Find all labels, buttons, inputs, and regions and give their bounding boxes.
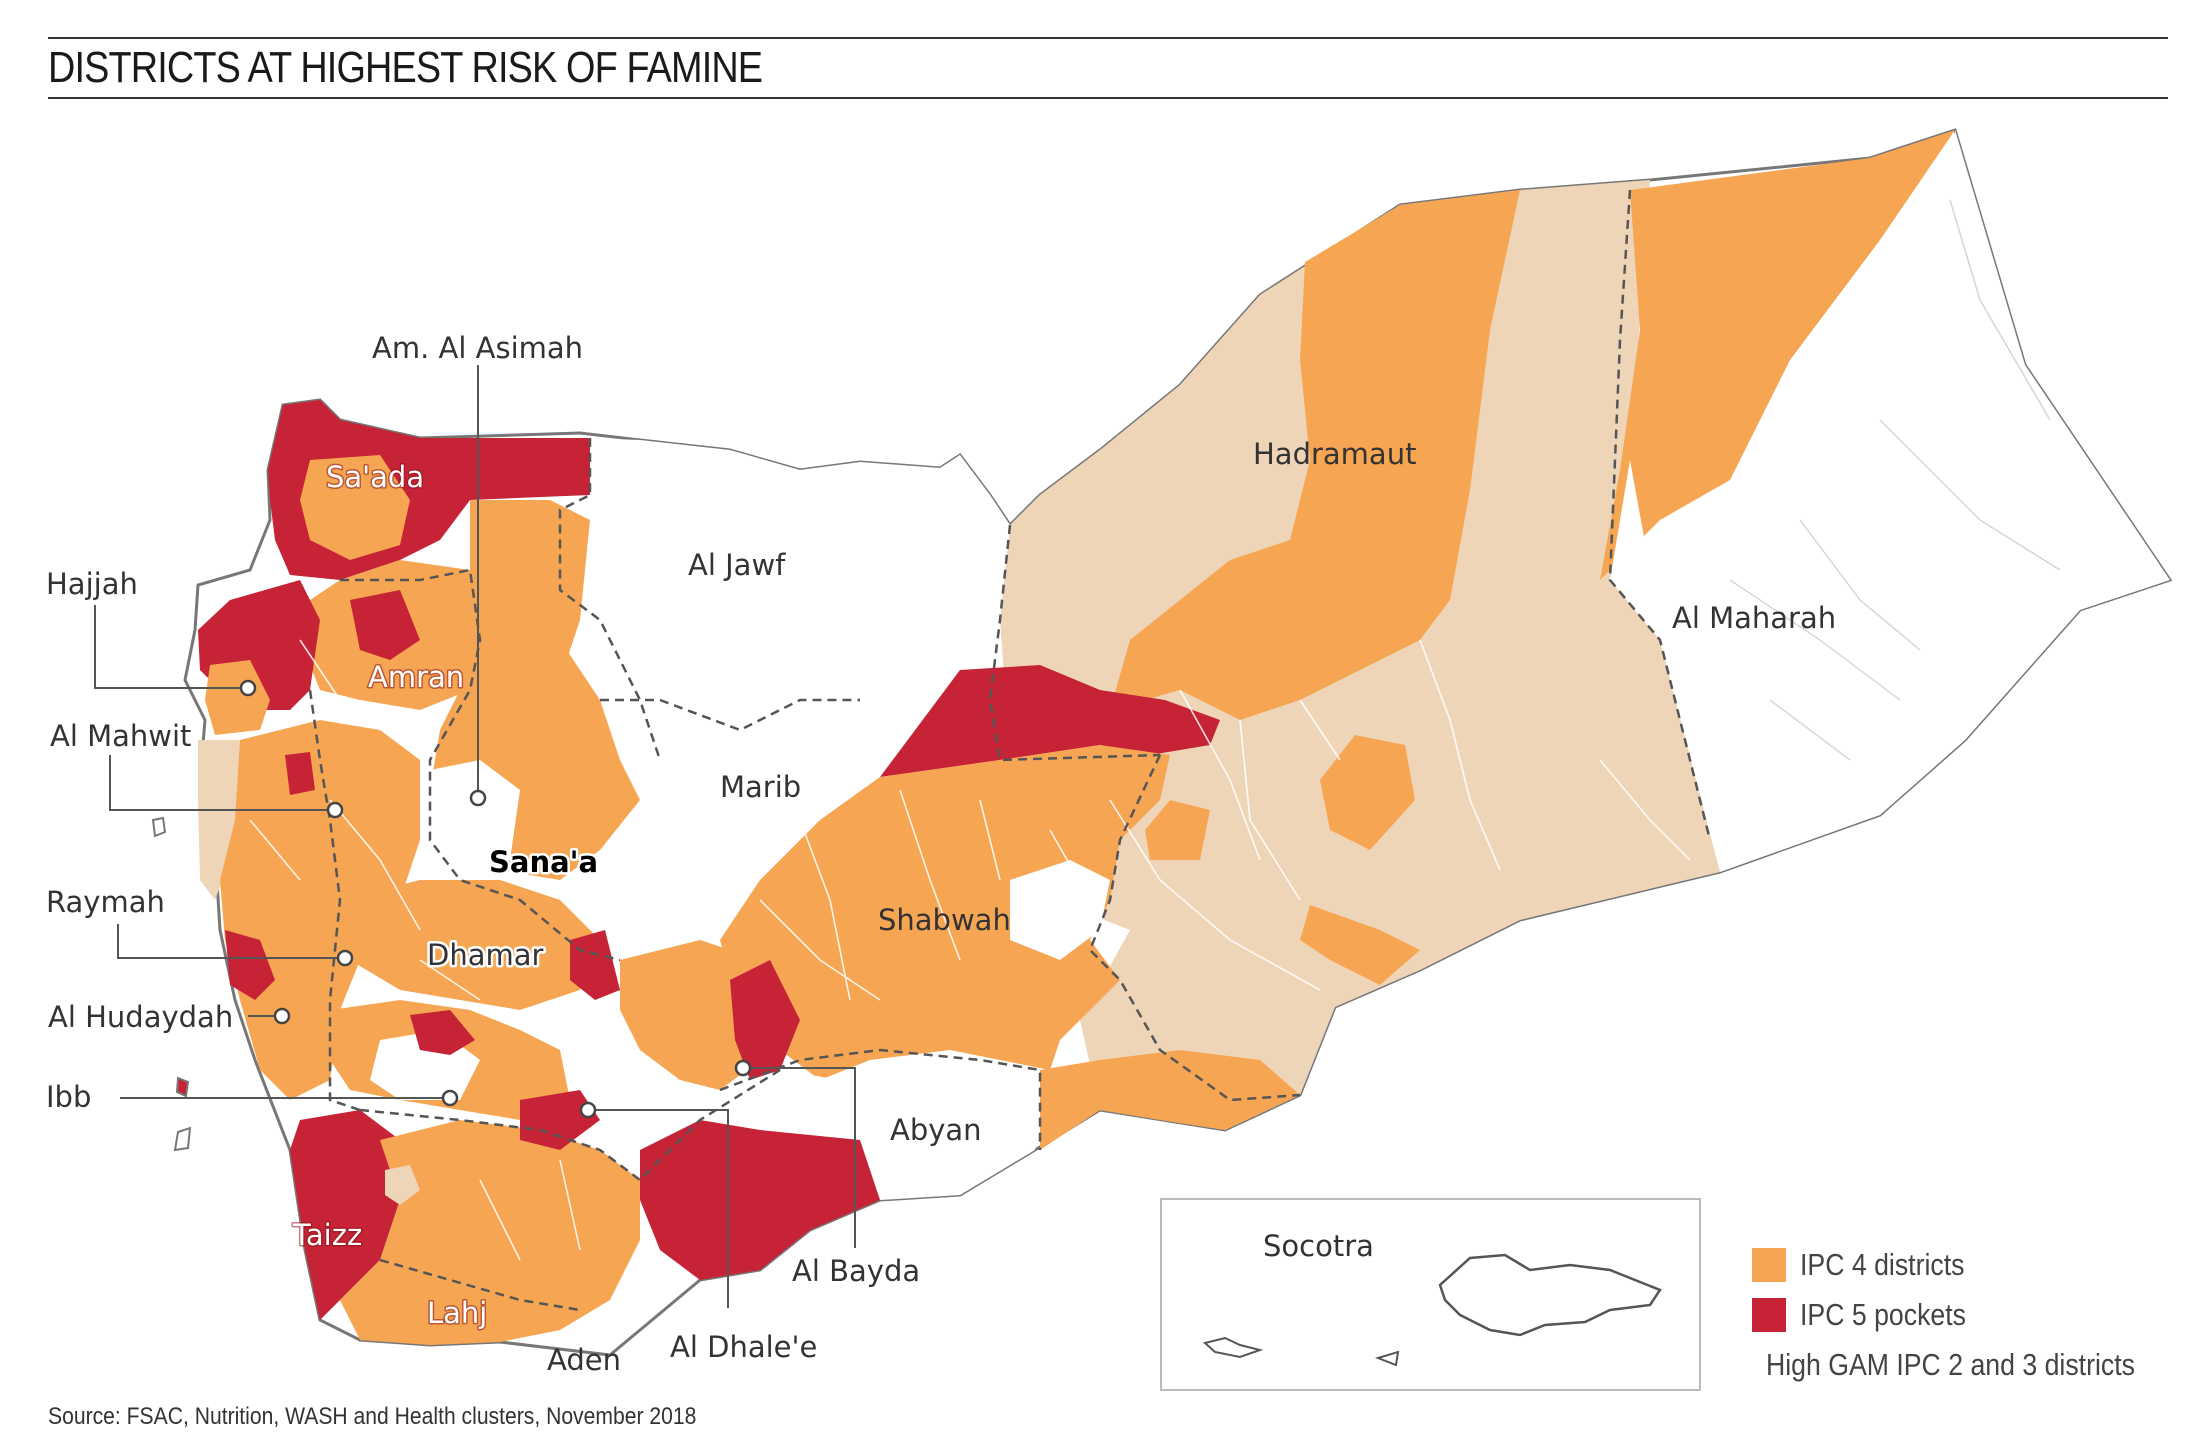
taizz-gam <box>385 1165 420 1205</box>
legend-label-gam: High GAM IPC 2 and 3 districts <box>1766 1347 2135 1382</box>
al-bayda-ipc5-2 <box>730 960 800 1080</box>
label-socotra: Socotra <box>1263 1229 1374 1263</box>
amran-ipc5 <box>350 590 420 660</box>
label-sanaa: Sana'a <box>489 845 598 879</box>
socotra-island <box>1438 1253 1662 1337</box>
border-saada-jawf <box>558 438 662 761</box>
title-rule-bottom <box>48 97 2168 99</box>
hajjah-ipc4 <box>205 660 270 735</box>
dot-al-mahwit <box>326 801 344 819</box>
dot-ibb <box>441 1089 459 1107</box>
border-lahj-aden <box>379 1258 581 1312</box>
island-zuqar <box>173 1126 192 1152</box>
legend-item-ipc5: IPC 5 pockets <box>1752 1290 2172 1340</box>
shabwah-region <box>720 745 1170 1080</box>
legend-swatch-ipc4 <box>1752 1248 1786 1282</box>
hadramaut-ipc4-east <box>1600 130 1955 580</box>
socotra-islet-mid <box>1374 1350 1400 1367</box>
border-abyan <box>719 1048 1042 1150</box>
district-lines-east <box>1049 639 1691 991</box>
legend-item-ipc4: IPC 4 districts <box>1752 1240 2172 1290</box>
border-hadramaut-west <box>988 524 1161 762</box>
hadramaut-ipc4-west <box>1110 190 1520 720</box>
label-amran: Amran <box>368 660 464 694</box>
label-lahj: Lahj <box>427 1296 487 1330</box>
dot-raymah <box>336 949 354 967</box>
title-rule-top <box>48 37 2168 39</box>
leader-al-bayda <box>743 1067 856 1248</box>
legend-label-ipc5: IPC 5 pockets <box>1800 1297 1966 1332</box>
west-ipc4-band <box>220 720 420 1100</box>
label-hadramaut: Hadramaut <box>1253 437 1416 471</box>
district-lines-maharah <box>1729 199 2061 761</box>
label-al-mahwit: Al Mahwit <box>50 719 191 753</box>
label-al-dhalee: Al Dhale'e <box>670 1330 817 1364</box>
island-kamaran <box>151 816 167 838</box>
hadramaut-ipc4-pocket2 <box>1145 800 1210 860</box>
lahj-ipc5 <box>640 1120 880 1280</box>
hadramaut-ipc4-pocket3 <box>1300 905 1420 985</box>
socotra-islet-west <box>1202 1336 1264 1359</box>
legend-swatch-ipc5 <box>1752 1298 1786 1332</box>
label-al-bayda: Al Bayda <box>792 1254 920 1288</box>
shabwah-white-area <box>1010 860 1110 960</box>
al-dhalee-ipc5 <box>520 1090 600 1150</box>
map-title: DISTRICTS AT HIGHEST RISK OF FAMINE <box>48 43 763 92</box>
al-bayda-ipc5 <box>570 930 620 1000</box>
label-am-al-asimah: Am. Al Asimah <box>372 331 583 365</box>
label-al-jawf: Al Jawf <box>688 548 786 582</box>
border-west-coast <box>308 689 361 1112</box>
island-hanish <box>175 1076 190 1098</box>
lahj-region <box>340 1120 640 1345</box>
label-shabwah: Shabwah <box>878 903 1011 937</box>
label-aden: Aden <box>547 1343 621 1377</box>
border-shabwah-hadramaut <box>1088 754 1301 1102</box>
border-hadramaut-maharah <box>1608 189 1712 841</box>
leader-raymah <box>117 924 345 959</box>
dot-al-bayda <box>734 1059 752 1077</box>
hadramaut-ipc4-pocket <box>1320 735 1415 850</box>
dhamar-ipc5 <box>410 1010 475 1055</box>
leader-al-mahwit <box>109 755 335 811</box>
dot-al-dhalee <box>579 1101 597 1119</box>
label-dhamar: Dhamar <box>427 938 544 972</box>
label-hajjah: Hajjah <box>46 567 138 601</box>
sanaa-white <box>430 760 520 870</box>
hudaydah-gam <box>198 740 245 900</box>
marib-ipc5-pocket <box>880 665 1220 777</box>
saada-ipc4 <box>300 455 410 560</box>
label-raymah: Raymah <box>46 885 165 919</box>
label-al-hudaydah: Al Hudaydah <box>48 1000 233 1034</box>
label-ibb: Ibb <box>46 1080 91 1114</box>
abyan-ipc4 <box>1040 1050 1300 1150</box>
district-lines-west <box>249 639 1001 1261</box>
mahwit-ipc5 <box>285 752 315 795</box>
al-jawf-region <box>580 438 1010 760</box>
legend-item-gam: High GAM IPC 2 and 3 districts <box>1752 1340 2172 1390</box>
border-south <box>359 1068 781 1182</box>
label-saada: Sa'ada <box>326 460 424 494</box>
leader-al-dhalee <box>588 1109 729 1308</box>
legend: IPC 4 districts IPC 5 pockets High GAM I… <box>1752 1240 2172 1390</box>
hudaydah-ipc5 <box>225 930 275 1000</box>
source-note: Source: FSAC, Nutrition, WASH and Health… <box>48 1403 697 1430</box>
dot-al-hudaydah <box>273 1007 291 1025</box>
label-abyan: Abyan <box>890 1113 982 1147</box>
leader-hajjah <box>94 605 248 689</box>
label-taizz: Taizz <box>292 1218 362 1252</box>
label-al-maharah: Al Maharah <box>1672 601 1836 635</box>
dot-am-al-asimah <box>469 789 487 807</box>
border-jawf-marib <box>600 698 860 732</box>
border-west-central <box>340 568 621 962</box>
al-maharah-region <box>1610 130 2170 872</box>
label-marib: Marib <box>720 770 801 804</box>
legend-label-ipc4: IPC 4 districts <box>1800 1247 1965 1282</box>
dot-hajjah <box>239 679 257 697</box>
